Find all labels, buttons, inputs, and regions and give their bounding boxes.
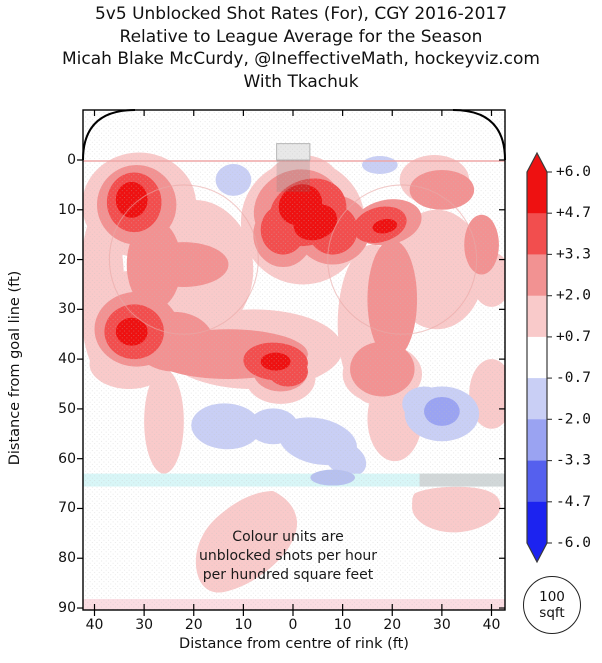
colorbar: +6.0 +4.7 +3.3 +2.0 +0.7 -0.7 -2.0 -3.3 …	[526, 151, 591, 564]
scale-legend-value: 100	[539, 588, 565, 605]
units-annotation-line-3: per hundred square feet	[202, 567, 374, 583]
colorbar-tick-label: -6.0	[556, 535, 591, 551]
x-tick-label: 0	[288, 617, 298, 633]
title-line-1: 5v5 Unblocked Shot Rates (For), CGY 2016…	[94, 4, 508, 24]
colorbar-tick-label: +4.7	[556, 205, 591, 221]
y-axis-title: Distance from goal line (ft)	[7, 270, 23, 466]
colorbar-segment	[527, 172, 547, 214]
colorbar-segment	[527, 501, 547, 543]
y-tick-label: 30	[58, 301, 76, 318]
colorbar-tick-label: +2.0	[556, 288, 591, 304]
x-tick-label: 20	[184, 617, 203, 633]
colorbar-segment	[527, 295, 547, 338]
units-annotation-line-1: Colour units are	[232, 529, 344, 545]
shot-rate-heatmap	[77, 109, 506, 616]
units-annotation-line-2: unblocked shots per hour	[198, 548, 378, 564]
colorbar-segment	[527, 336, 547, 379]
axis-ticks	[77, 110, 505, 616]
y-tick-label: 10	[58, 201, 76, 218]
area-scale-legend: 100 sqft	[523, 576, 581, 634]
y-tick-label: 70	[58, 500, 76, 517]
x-tick-label: 40	[85, 617, 104, 633]
y-tick-label: 80	[58, 550, 76, 567]
plot-frame	[82, 109, 506, 611]
colorbar-segment	[527, 460, 547, 503]
colorbar-segment	[527, 254, 547, 296]
colorbar-segment	[527, 213, 547, 255]
colorbar-segment	[527, 378, 547, 420]
title-line-4: With Tkachuk	[243, 71, 359, 92]
colorbar-arrow-top	[527, 153, 547, 172]
colorbar-tick-label: -0.7	[556, 370, 591, 386]
colorbar-tick-label: +6.0	[556, 164, 591, 180]
colorbar-tick-label: -3.3	[556, 453, 591, 469]
title-line-3: Micah Blake McCurdy, @IneffectiveMath, h…	[62, 49, 540, 69]
x-axis-title: Distance from centre of rink (ft)	[179, 636, 409, 652]
colorbar-tick-label: +3.3	[556, 246, 591, 262]
scale-legend-unit: sqft	[539, 605, 565, 621]
stipple-texture	[83, 110, 505, 610]
colorbar-tick-label: +0.7	[556, 329, 591, 345]
plot-area	[83, 110, 505, 610]
units-annotation: Colour units are unblocked shots per hou…	[88, 528, 488, 585]
colorbar-segment	[527, 419, 547, 461]
x-tick-label: 30	[432, 617, 451, 633]
y-tick-label: 40	[58, 351, 76, 368]
y-tick-label: 90	[58, 600, 76, 617]
colorbar-ticks	[547, 171, 552, 544]
x-tick-label: 40	[482, 617, 501, 633]
y-tick-label: 0	[67, 152, 76, 168]
colorbar-tick-label: -4.7	[556, 494, 591, 510]
x-tick-label: 30	[135, 617, 154, 633]
y-tick-label: 50	[58, 400, 76, 417]
y-tick-label: 60	[58, 450, 76, 467]
x-tick-label: 10	[234, 617, 253, 633]
y-tick-label: 20	[58, 251, 76, 268]
title-block: 5v5 Unblocked Shot Rates (For), CGY 2016…	[0, 3, 602, 93]
x-tick-label: 10	[333, 617, 352, 633]
colorbar-arrow-bottom	[527, 543, 547, 562]
x-tick-label: 20	[383, 617, 402, 633]
colorbar-tick-label: -2.0	[556, 411, 591, 427]
title-line-2: Relative to League Average for the Seaso…	[119, 26, 483, 47]
